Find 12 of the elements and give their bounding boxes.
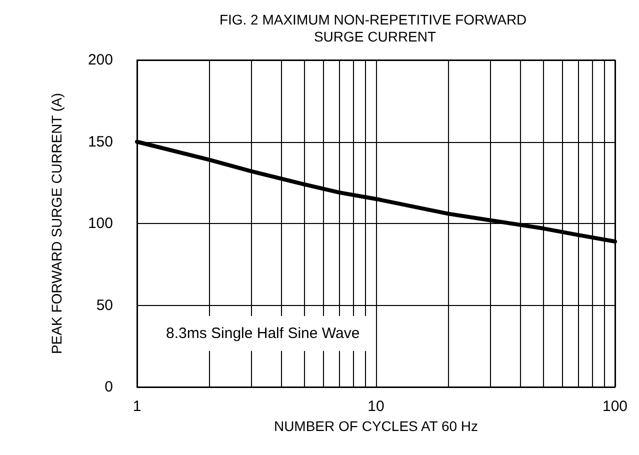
y-tick-label: 0 [104,378,113,396]
y-tick-label: 200 [88,52,113,68]
y-tick-label: 50 [96,296,113,314]
annotation: 8.3ms Single Half Sine Wave [166,325,360,342]
y-tick-label: 150 [88,133,113,150]
x-tick-label: 10 [368,398,384,415]
chart-title: FIG. 2 MAXIMUM NON-REPETITIVE FORWARD SURGE CURRENT [219,12,531,44]
x-axis-title: NUMBER OF CYCLES AT 60 Hz [274,418,478,434]
x-tick-label: 1 [132,398,142,415]
y-axis-title: PEAK FORWARD SURGE CURRENT (A) [48,92,64,354]
x-tick-label: 100 [602,398,628,415]
y-tick-label: 100 [88,215,113,232]
